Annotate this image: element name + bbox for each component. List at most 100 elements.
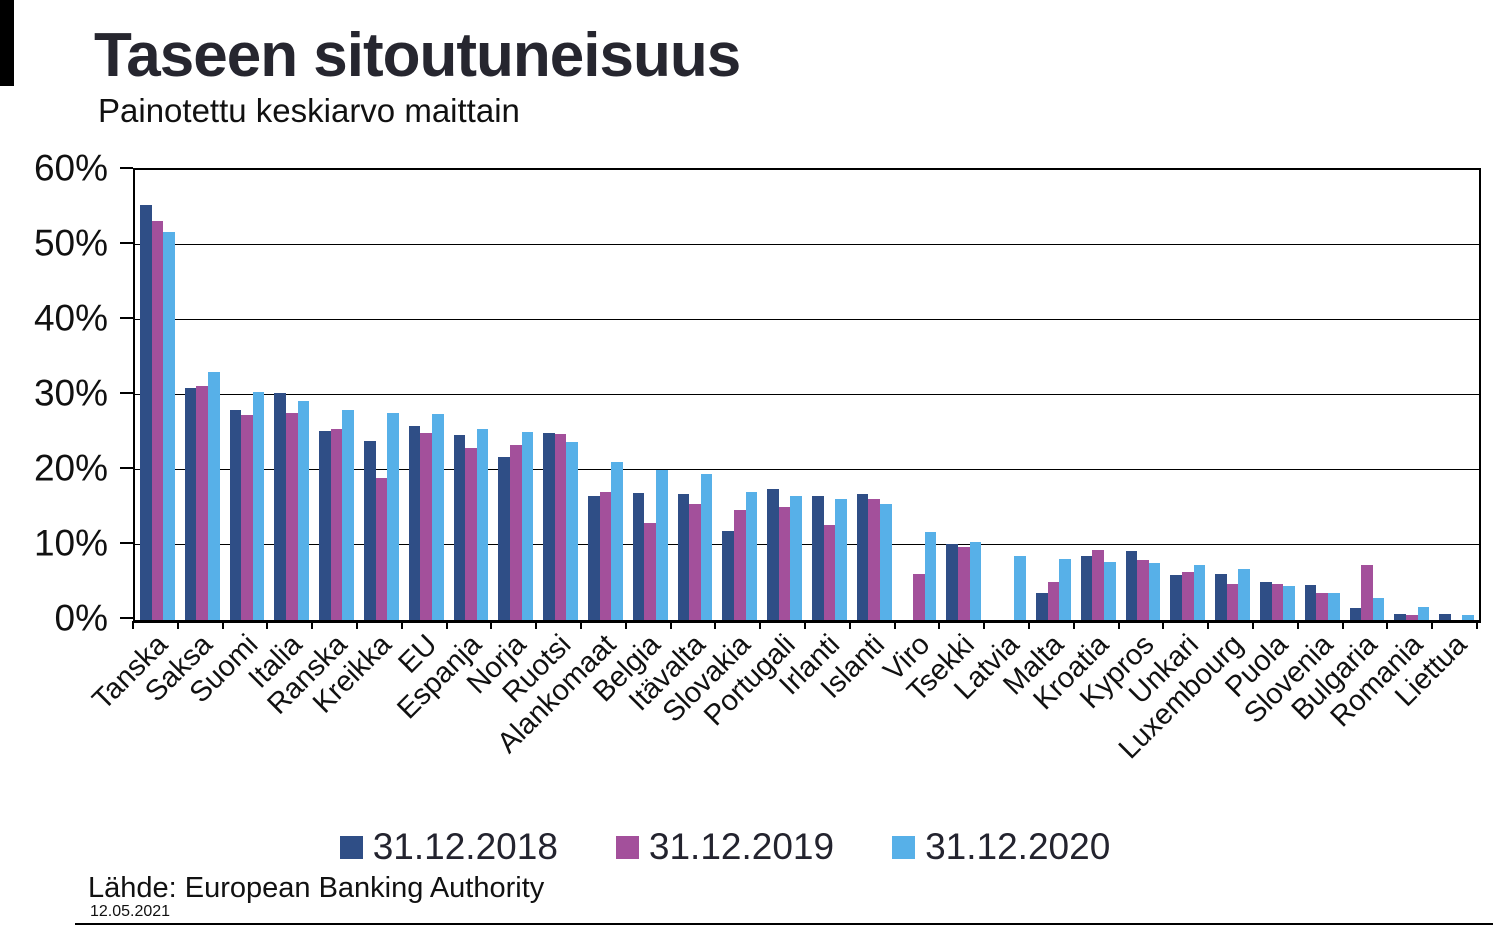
bar <box>207 371 220 620</box>
gridline <box>135 543 1479 546</box>
x-axis-tick <box>1476 621 1478 629</box>
bar-group-bulgaria <box>1345 170 1390 620</box>
bar <box>554 434 567 620</box>
bar <box>297 401 310 620</box>
bar-group-liettua <box>1434 170 1479 620</box>
x-axis-tick <box>804 621 806 629</box>
bar <box>241 415 253 620</box>
bar <box>151 221 164 620</box>
y-axis-tick <box>120 392 133 394</box>
x-axis-tick <box>1341 621 1344 629</box>
corner-mark <box>0 0 14 86</box>
bar <box>632 492 645 620</box>
bar <box>566 442 578 620</box>
legend-label: 31.12.2018 <box>372 826 558 867</box>
bar-group-irlanti <box>807 170 852 620</box>
x-axis-tick <box>400 621 403 629</box>
bar <box>543 433 555 620</box>
page-title: Taseen sitoutuneisuus <box>94 21 741 90</box>
y-axis-tick <box>120 317 133 320</box>
x-axis-tick <box>893 621 896 629</box>
bar-group-saksa <box>180 170 225 620</box>
bar <box>1439 614 1451 620</box>
bar <box>274 392 286 620</box>
bar-group-kypros <box>1121 170 1166 620</box>
bar-group-kreikka <box>359 170 404 620</box>
gridline <box>135 243 1479 245</box>
x-axis-tick <box>848 621 851 629</box>
legend-label: 31.12.2020 <box>925 826 1111 867</box>
bar <box>644 522 656 620</box>
bar <box>1170 575 1182 620</box>
bar <box>1103 561 1116 620</box>
bar <box>611 461 623 620</box>
x-axis-tick <box>490 621 493 629</box>
bar <box>465 448 477 620</box>
gridline <box>135 318 1479 321</box>
bar <box>1035 593 1048 620</box>
bar <box>689 503 701 620</box>
bar <box>1283 585 1295 620</box>
bar <box>767 488 779 620</box>
bar-group-kroatia <box>1076 170 1121 620</box>
bar-group-slovakia <box>717 170 762 620</box>
bar <box>140 205 152 620</box>
bar <box>856 494 869 620</box>
bar <box>811 496 824 620</box>
bar <box>969 542 982 620</box>
bar <box>420 432 432 620</box>
legend-swatch <box>615 835 639 859</box>
bar <box>1349 608 1362 620</box>
bar <box>387 413 399 620</box>
bar <box>1372 598 1385 620</box>
x-axis-tick <box>1117 621 1120 629</box>
bar-group-norja <box>493 170 538 620</box>
bar <box>745 491 758 620</box>
y-axis-tick <box>120 542 133 545</box>
bar-group-unkari <box>1165 170 1210 620</box>
bar <box>1215 574 1227 620</box>
bar <box>879 503 892 620</box>
source-note: Lähde: European Banking Authority <box>88 872 545 904</box>
x-axis-tick <box>983 621 986 629</box>
bar-group-puola <box>1255 170 1300 620</box>
x-axis-tick <box>1207 621 1210 629</box>
bar <box>1462 614 1474 620</box>
bar-group-ruotsi <box>538 170 583 620</box>
bar <box>1148 563 1161 620</box>
bar-group-slovenia <box>1300 170 1345 620</box>
date-note: 12.05.2021 <box>90 903 171 920</box>
bar-group-espanja <box>449 170 494 620</box>
bar-group-alankomaat <box>583 170 628 620</box>
bar <box>1304 584 1317 620</box>
bar <box>498 456 510 620</box>
bar-group-suomi <box>225 170 270 620</box>
x-axis-tick <box>445 621 448 629</box>
bar <box>1405 614 1418 620</box>
bar-group-italia <box>269 170 314 620</box>
gridline <box>135 393 1479 395</box>
bar <box>1271 584 1284 620</box>
y-axis-tick <box>120 467 133 470</box>
bar <box>476 428 489 620</box>
x-axis-tick <box>1431 621 1434 629</box>
bar-group-ranska <box>314 170 359 620</box>
bar <box>453 434 466 620</box>
bar-group-eu <box>404 170 449 620</box>
x-axis-tick <box>938 621 941 629</box>
bar <box>946 544 958 620</box>
bar <box>1080 556 1093 620</box>
x-axis-tick <box>311 621 314 629</box>
bar <box>823 524 836 620</box>
bar <box>229 410 242 620</box>
bar <box>285 413 298 620</box>
bar <box>163 231 175 620</box>
y-axis-tick <box>120 167 133 169</box>
bar <box>184 388 197 620</box>
x-axis-tick <box>714 621 717 629</box>
bar <box>1181 572 1194 620</box>
y-axis-labels: 0% 10% 20% 30% 40% 50% 60% <box>0 150 133 637</box>
y-axis-tick <box>120 242 133 244</box>
x-axis-tick <box>1162 621 1165 629</box>
bar <box>408 425 421 620</box>
